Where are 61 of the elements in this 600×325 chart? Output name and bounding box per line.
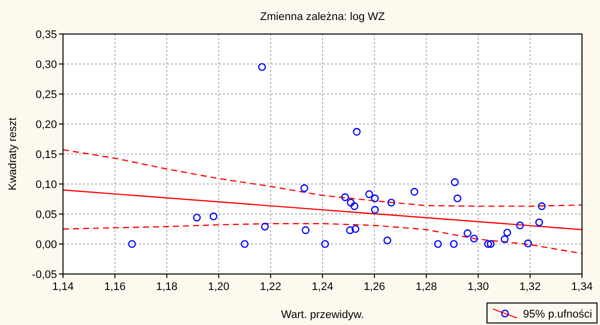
point: [434, 240, 442, 248]
point: [387, 198, 396, 206]
y-tick-label: 0,30: [36, 59, 57, 71]
point: [346, 198, 355, 206]
point: [346, 226, 354, 234]
point: [500, 235, 509, 244]
point: [302, 226, 310, 234]
x-tick-label: 1,28: [416, 281, 438, 293]
point: [341, 193, 349, 202]
y-tick-label: 0,10: [36, 179, 57, 191]
y-tick-label: 0,25: [36, 89, 57, 101]
point: [516, 222, 524, 230]
point: [371, 206, 379, 214]
point: [486, 240, 495, 248]
x-tick-label: 1,18: [156, 281, 178, 293]
y-tick-label: 0,00: [36, 239, 57, 251]
point: [538, 202, 546, 210]
point: [503, 228, 512, 236]
point: [193, 214, 201, 222]
x-axis-title: Wart. przewidyw.: [281, 309, 364, 321]
point: [535, 218, 544, 226]
y-tick-label: 0,20: [36, 119, 57, 131]
line-series: [62, 223, 583, 254]
x-tick-label: 1,32: [519, 281, 541, 293]
point: [464, 229, 472, 238]
x-tick-label: 1,26: [364, 281, 386, 293]
point: [454, 194, 462, 202]
point: [260, 222, 269, 230]
x-tick-label: 1,14: [52, 281, 74, 293]
point: [383, 236, 392, 244]
point: [321, 240, 329, 248]
point: [352, 225, 360, 233]
point: [128, 240, 136, 248]
point: [371, 194, 379, 202]
line-series: [62, 149, 583, 207]
point: [352, 128, 361, 136]
y-tick-label: 0,05: [36, 209, 57, 221]
point: [470, 234, 478, 242]
x-tick-label: 1,16: [104, 281, 126, 293]
point: [365, 190, 374, 198]
y-axis-title: Kwadraty reszt: [7, 118, 19, 190]
point: [240, 240, 249, 248]
y-tick-label: 0,35: [36, 29, 57, 41]
point: [300, 184, 308, 192]
point: [450, 240, 458, 248]
x-tick-label: 1,24: [312, 281, 334, 293]
point: [258, 63, 266, 71]
x-tick-label: 1,30: [467, 281, 489, 293]
point: [524, 240, 532, 248]
point: [410, 188, 418, 196]
point: [450, 178, 459, 186]
point: [484, 240, 492, 248]
chart-title: Zmienna zależna: log WZ: [260, 11, 386, 23]
y-tick-label: 0,15: [36, 149, 57, 161]
legend-label: 95% p.ufności: [523, 308, 592, 320]
x-tick-label: 1,34: [571, 281, 593, 293]
point: [210, 212, 218, 220]
y-tick-label: -0,05: [32, 269, 57, 281]
point: [350, 202, 358, 210]
x-tick-label: 1,20: [208, 281, 230, 293]
x-tick-label: 1,22: [260, 281, 282, 293]
